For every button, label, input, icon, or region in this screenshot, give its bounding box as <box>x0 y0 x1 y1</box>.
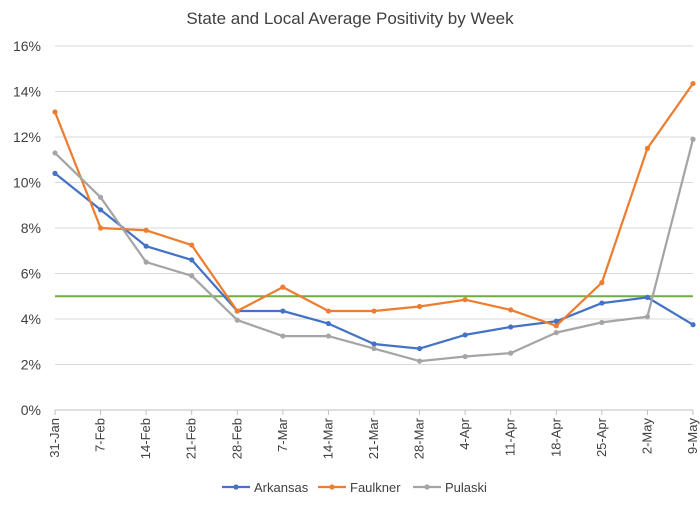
y-tick-label: 0% <box>21 402 41 418</box>
data-point[interactable] <box>416 358 423 364</box>
data-point[interactable] <box>189 257 195 263</box>
y-tick-label: 12% <box>13 129 41 145</box>
gridlines <box>55 45 693 365</box>
data-point[interactable] <box>97 207 104 213</box>
y-tick-label: 4% <box>21 311 41 327</box>
data-point[interactable] <box>462 297 468 303</box>
data-point[interactable] <box>97 225 104 231</box>
data-point[interactable] <box>371 308 377 314</box>
data-point[interactable] <box>690 322 696 328</box>
data-point[interactable] <box>234 317 240 323</box>
y-tick-label: 2% <box>21 357 41 373</box>
series-line <box>53 82 694 327</box>
y-tick-label: 6% <box>21 266 41 282</box>
x-tick-label: 18-Apr <box>548 417 563 457</box>
legend-item-arkansas[interactable]: Arkansas <box>222 480 309 495</box>
y-tick-label: 16% <box>13 38 41 54</box>
series-line <box>54 139 695 363</box>
data-point[interactable] <box>690 136 696 142</box>
data-point[interactable] <box>416 345 423 352</box>
data-point[interactable] <box>371 341 377 347</box>
data-point[interactable] <box>416 303 423 310</box>
legend-item-pulaski[interactable]: Pulaski <box>413 480 487 495</box>
y-tick-label: 14% <box>13 84 41 100</box>
series-faulkner <box>52 80 696 329</box>
legend-label: Faulkner <box>350 480 401 495</box>
y-tick-label: 8% <box>21 220 41 236</box>
x-tick-label: 25-Apr <box>594 417 609 457</box>
data-point[interactable] <box>325 320 332 327</box>
data-point[interactable] <box>325 333 332 339</box>
series-pulaski <box>52 136 696 364</box>
legend-swatch-marker <box>424 484 430 490</box>
x-tick-label: 31-Jan <box>47 418 62 458</box>
data-point[interactable] <box>371 345 377 352</box>
x-tick-label: 28-Mar <box>412 417 427 459</box>
legend[interactable]: Arkansas Faulkner Pulaski <box>222 480 487 495</box>
data-point[interactable] <box>52 109 58 115</box>
legend-label: Pulaski <box>445 480 487 495</box>
x-tick-label: 28-Feb <box>229 418 244 459</box>
x-tick-label: 9-May <box>685 418 700 455</box>
data-point[interactable] <box>189 273 195 279</box>
legend-label: Arkansas <box>254 480 309 495</box>
x-tick-label: 21-Feb <box>184 418 199 459</box>
data-point[interactable] <box>462 332 468 338</box>
data-point[interactable] <box>553 318 559 324</box>
data-point[interactable] <box>462 353 468 360</box>
data-point[interactable] <box>553 323 559 329</box>
data-point[interactable] <box>52 170 58 176</box>
data-point[interactable] <box>508 350 514 356</box>
data-point[interactable] <box>508 307 514 313</box>
data-point[interactable] <box>599 319 605 326</box>
data-point[interactable] <box>280 333 286 339</box>
data-point[interactable] <box>280 308 286 314</box>
x-tick-label: 7-Mar <box>275 417 290 452</box>
data-point[interactable] <box>553 330 559 336</box>
data-point[interactable] <box>143 243 149 249</box>
x-tick-label: 14-Mar <box>320 417 335 459</box>
series-lines <box>52 80 696 364</box>
x-tick-label: 14-Feb <box>138 418 153 459</box>
data-point[interactable] <box>143 259 149 265</box>
chart-title: State and Local Average Positivity by We… <box>186 9 514 28</box>
data-point[interactable] <box>234 308 240 314</box>
data-point[interactable] <box>644 294 651 300</box>
data-point[interactable] <box>644 314 651 320</box>
data-point[interactable] <box>280 284 286 290</box>
data-point[interactable] <box>97 194 104 200</box>
data-point[interactable] <box>325 308 332 314</box>
x-tick-label: 2-May <box>639 418 654 455</box>
series-arkansas <box>52 170 696 352</box>
legend-swatch-marker <box>329 484 335 490</box>
data-point[interactable] <box>143 227 149 233</box>
x-tick-label: 11-Apr <box>503 417 518 456</box>
data-point[interactable] <box>690 80 696 87</box>
data-point[interactable] <box>508 324 514 330</box>
y-tick-label: 10% <box>13 175 41 191</box>
data-point[interactable] <box>189 242 195 248</box>
x-tick-label: 7-Feb <box>93 418 108 452</box>
legend-item-faulkner[interactable]: Faulkner <box>318 480 401 495</box>
data-point[interactable] <box>52 150 58 156</box>
x-tick-label: 21-Mar <box>366 417 381 459</box>
data-point[interactable] <box>644 145 651 151</box>
data-point[interactable] <box>599 280 605 286</box>
x-tick-label: 4-Apr <box>457 417 472 449</box>
data-point[interactable] <box>599 300 605 306</box>
legend-swatch-marker <box>233 484 239 490</box>
axes: 0% 2% 4% 6% 8% 10% 12% 14% 16% 31-Jan 7-Feb 14-Feb 2… <box>13 38 700 459</box>
